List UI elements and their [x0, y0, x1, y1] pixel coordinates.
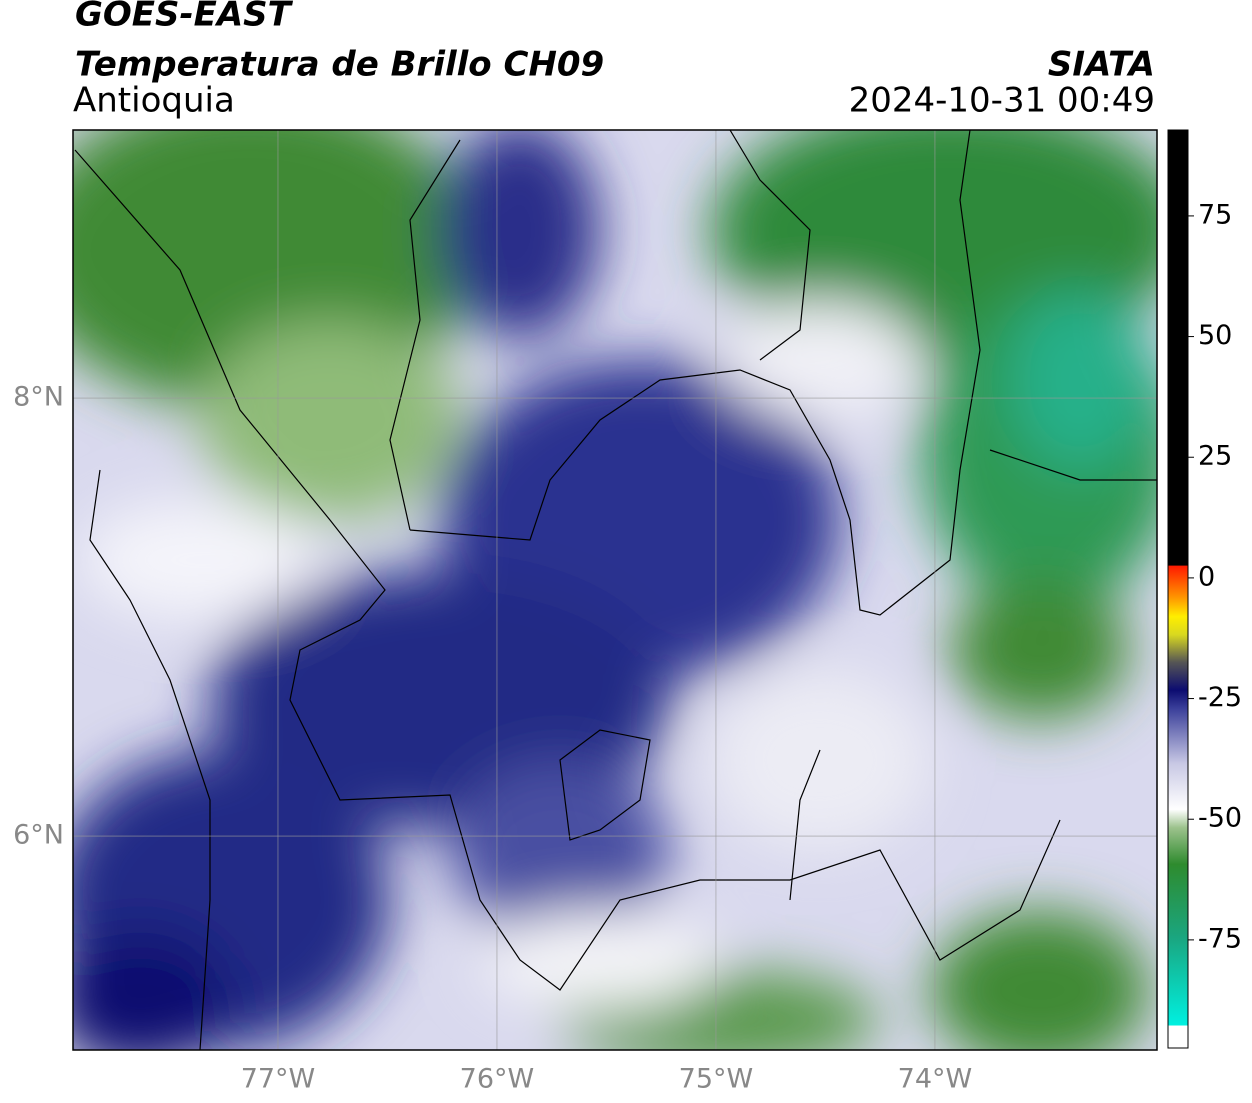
colorbar-tick-label: 50 [1198, 320, 1232, 351]
subtitle: Temperatura de Brillo CH09 [75, 45, 604, 85]
colorbar [1167, 129, 1189, 1049]
y-tick-label: 8°N [13, 382, 64, 413]
colorbar-tick-label: -50 [1198, 803, 1242, 834]
colorbar-tick-label: 0 [1198, 561, 1215, 592]
colorbar-tick-label: 75 [1198, 199, 1232, 230]
source: SIATA [1048, 45, 1155, 85]
colorbar-tick-label: -25 [1198, 682, 1242, 713]
x-tick-label: 76°W [460, 1064, 535, 1095]
colorbar-tick-label: -75 [1198, 923, 1242, 954]
y-tick-label: 6°N [13, 820, 64, 851]
map-frame [72, 129, 1158, 1051]
x-tick-label: 75°W [679, 1064, 754, 1095]
x-tick-label: 74°W [898, 1064, 973, 1095]
datetime: 2024-10-31 00:49 [849, 81, 1155, 121]
region: Antioquia [73, 81, 235, 121]
satellite-image [73, 130, 1157, 1050]
title: GOES-EAST [75, 0, 294, 35]
x-tick-label: 77°W [241, 1064, 316, 1095]
colorbar-tick-label: 25 [1198, 441, 1232, 472]
